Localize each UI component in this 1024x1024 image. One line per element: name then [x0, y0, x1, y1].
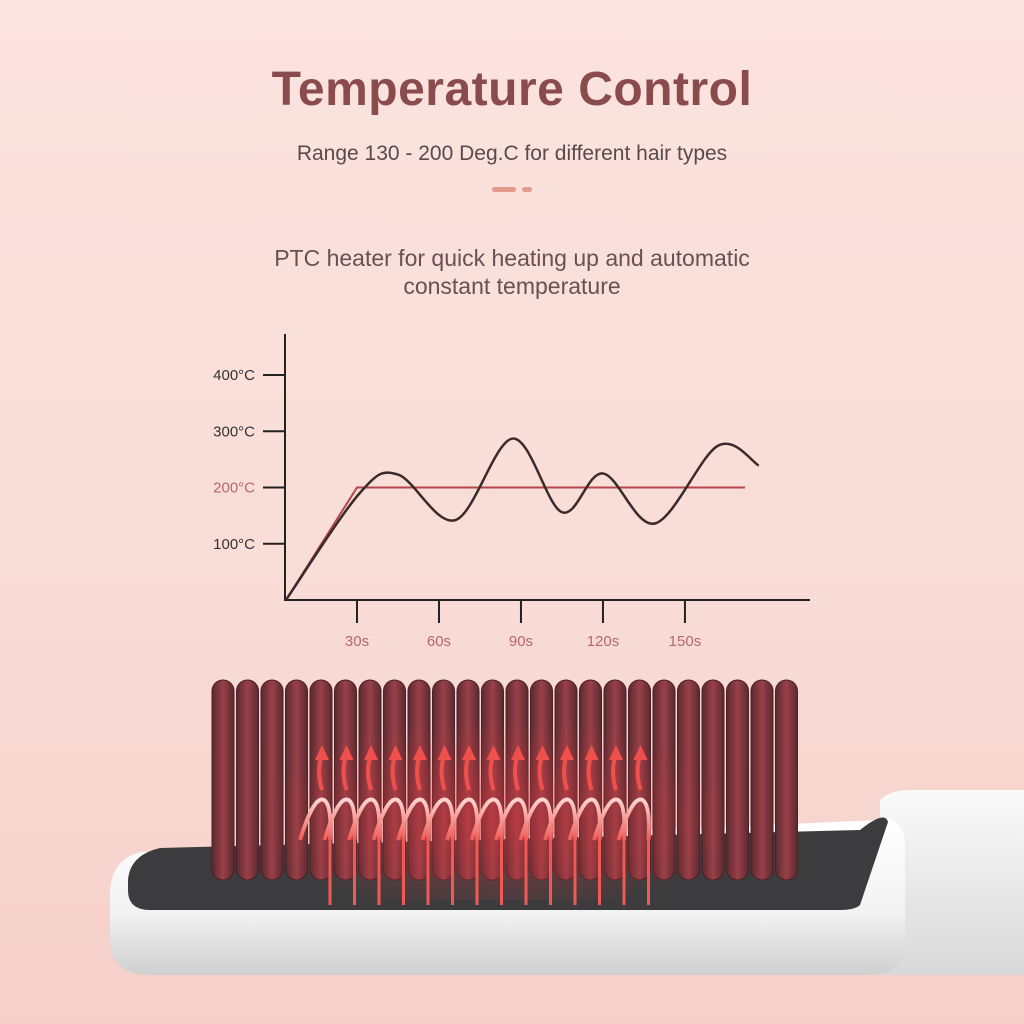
heat-wave-icon — [371, 797, 406, 841]
bristle — [358, 679, 382, 881]
bristle — [775, 679, 798, 881]
bristle — [334, 679, 357, 881]
x-tick-label: 60s — [427, 633, 451, 650]
brush-body — [110, 819, 905, 975]
description: PTC heater for quick heating up and auto… — [0, 244, 1024, 300]
heat-up-arrow-icon — [413, 745, 427, 791]
description-line-2: constant temperature — [403, 273, 621, 299]
heat-wave-icon — [396, 797, 431, 841]
heat-up-arrow-icon — [339, 745, 354, 791]
bristle — [701, 679, 725, 881]
heat-wave-icon — [298, 797, 333, 841]
heat-up-arrow-icon — [437, 745, 452, 791]
bristle — [554, 679, 578, 881]
fluctuating-temperature-line — [284, 437, 760, 601]
y-tick-label: 300°C — [213, 423, 255, 440]
bristle — [505, 679, 529, 881]
bristle — [309, 679, 333, 881]
heat-up-arrow-icon — [609, 745, 623, 791]
heat-up-arrow-icon — [388, 745, 403, 791]
subtitle: Range 130 - 200 Deg.C for different hair… — [296, 142, 728, 165]
bristle — [603, 679, 627, 881]
bristle — [407, 679, 431, 881]
heat-wave-icon — [543, 797, 578, 841]
heat-up-arrow-icon — [315, 745, 329, 791]
bristle — [677, 679, 700, 881]
y-tick-label: 100°C — [213, 536, 255, 553]
y-tick-label: 200°C — [213, 480, 255, 497]
heat-wave-icon — [592, 797, 627, 841]
heat-up-arrow-icon — [486, 745, 501, 791]
bristle — [579, 679, 602, 881]
x-tick-label: 30s — [345, 633, 369, 650]
x-tick-label: 90s — [509, 633, 533, 650]
heat-wave-icon — [322, 797, 357, 841]
bristle — [652, 679, 676, 881]
bristle — [236, 679, 259, 881]
bristle — [481, 679, 504, 881]
heat-up-arrow-icon — [560, 745, 574, 791]
heat-up-arrow-icon — [535, 745, 550, 791]
bristle — [628, 679, 651, 881]
bristle — [726, 679, 749, 881]
bristle — [383, 679, 406, 881]
bristle — [432, 679, 455, 881]
page-title: Temperature Control — [271, 63, 753, 116]
heat-wave-icon — [616, 797, 651, 841]
bristle — [456, 679, 480, 881]
heat-wave-icon — [469, 797, 504, 841]
heat-wave-icon — [347, 797, 382, 841]
heat-up-arrow-icon — [364, 745, 378, 791]
brush-base-plate — [128, 817, 888, 910]
x-tick-label: 120s — [587, 633, 620, 650]
x-tick-label: 150s — [669, 633, 702, 650]
heat-wave-icon — [567, 797, 602, 841]
heat-wave-icon — [445, 797, 480, 841]
heat-wave-icon — [494, 797, 529, 841]
heat-up-arrow-icon — [511, 745, 525, 791]
heat-up-arrow-icon — [462, 745, 476, 791]
heat-up-arrow-icon — [584, 745, 599, 791]
description-line-1: PTC heater for quick heating up and auto… — [274, 245, 750, 271]
heat-wave-icon — [518, 797, 553, 841]
bristle — [530, 679, 553, 881]
temperature-chart: 100°C 200°C 300°C 400°C 30s 60s 90s 120s 150s — [213, 334, 810, 650]
bristle — [260, 679, 284, 881]
bristle — [285, 679, 308, 881]
heat-up-arrow-icon — [633, 745, 648, 791]
heat-wave-icon — [420, 797, 455, 841]
brush-handle — [880, 790, 1024, 975]
y-tick-label: 400°C — [213, 367, 255, 384]
bristle — [211, 679, 235, 881]
bristle — [750, 679, 774, 881]
